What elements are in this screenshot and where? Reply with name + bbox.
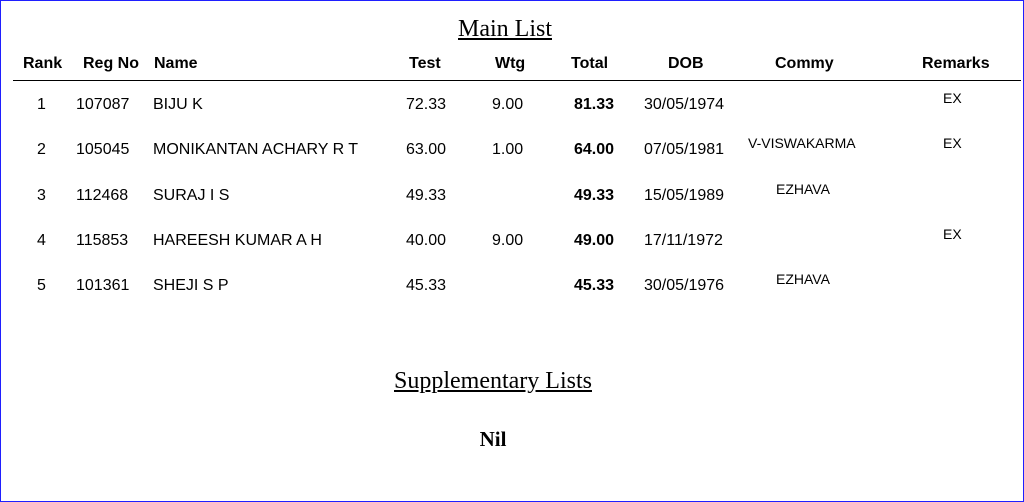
cell-dob: 17/11/1972 [644,232,723,249]
cell-test: 45.33 [406,277,447,294]
cell-rank: 1 [37,96,46,113]
header-divider [13,80,1021,81]
cell-total: 49.00 [574,232,615,249]
cell-test: 40.00 [406,232,447,249]
cell-rank: 3 [37,187,46,204]
table-row: 1 107087 BIJU K 72.33 9.00 81.33 30/05/1… [0,90,1024,116]
column-header-dob: DOB [668,55,704,72]
column-header-total: Total [571,55,609,72]
cell-reg-no: 107087 [76,96,130,113]
cell-test: 72.33 [406,96,447,113]
cell-rank: 5 [37,277,46,294]
supplementary-lists-title: Supplementary Lists [394,368,592,394]
cell-reg-no: 101361 [76,277,130,294]
cell-reg-no: 112468 [76,187,129,204]
cell-total: 64.00 [574,141,615,158]
cell-test: 49.33 [406,187,447,204]
main-list-title: Main List [458,16,552,42]
cell-name: BIJU K [153,96,203,113]
cell-wtg: 1.00 [492,141,524,158]
cell-total: 45.33 [574,277,615,294]
cell-dob: 15/05/1989 [644,187,725,204]
cell-remarks: EX [943,90,962,106]
table-header: Rank Reg No Name Test Wtg Total DOB Comm… [0,55,1024,75]
cell-total: 49.33 [574,187,615,204]
cell-remarks: EX [943,226,962,242]
column-header-remarks: Remarks [922,55,990,72]
column-header-name: Name [154,55,198,72]
column-header-test: Test [409,55,441,72]
cell-reg-no: 105045 [76,141,130,158]
cell-commy: EZHAVA [776,181,830,197]
cell-dob: 07/05/1981 [644,141,725,158]
supplementary-value: Nil [479,427,507,451]
table-row: 5 101361 SHEJI S P 45.33 45.33 30/05/197… [0,271,1024,297]
cell-test: 63.00 [406,141,447,158]
column-header-wtg: Wtg [495,55,526,72]
cell-total: 81.33 [574,96,615,113]
cell-reg-no: 115853 [76,232,129,249]
cell-remarks: EX [943,135,962,151]
cell-wtg: 9.00 [492,232,524,249]
column-header-commy: Commy [775,55,834,72]
cell-name: MONIKANTAN ACHARY R T [153,141,359,158]
cell-dob: 30/05/1976 [644,277,725,294]
cell-dob: 30/05/1974 [644,96,725,113]
cell-commy: EZHAVA [776,271,830,287]
cell-name: SURAJ I S [153,187,230,204]
cell-name: SHEJI S P [153,277,229,294]
column-header-rank: Rank [23,55,63,72]
table-row: 2 105045 MONIKANTAN ACHARY R T 63.00 1.0… [0,135,1024,161]
cell-rank: 2 [37,141,46,158]
cell-wtg: 9.00 [492,96,524,113]
table-row: 3 112468 SURAJ I S 49.33 49.33 15/05/198… [0,181,1024,207]
cell-commy: V-VISWAKARMA [748,135,856,151]
table-row: 4 115853 HAREESH KUMAR A H 40.00 9.00 49… [0,226,1024,252]
column-header-reg-no: Reg No [83,55,139,72]
cell-name: HAREESH KUMAR A H [153,232,322,249]
cell-rank: 4 [37,232,46,249]
